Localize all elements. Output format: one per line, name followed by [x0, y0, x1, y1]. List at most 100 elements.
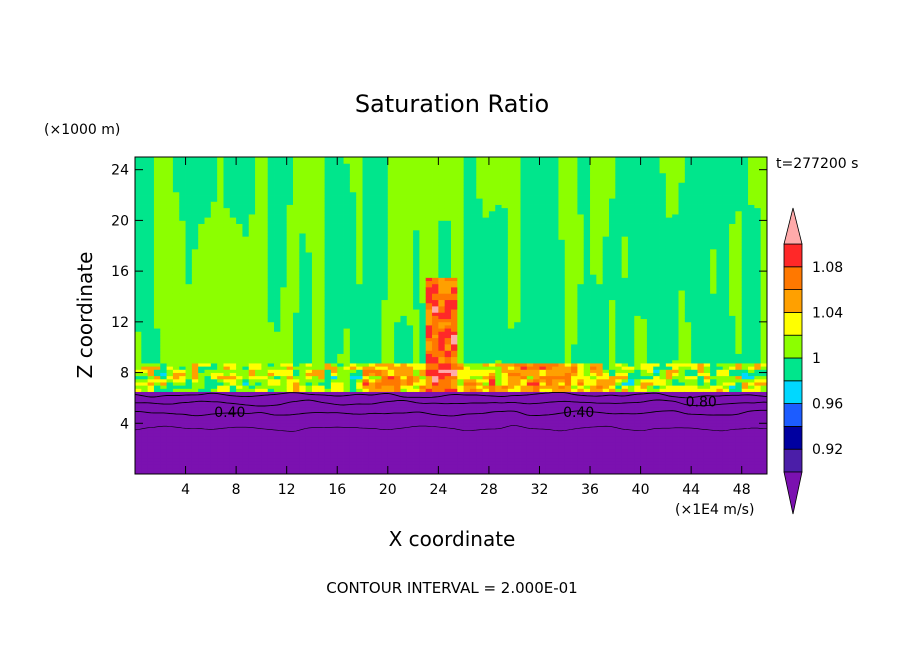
field-cell [299, 195, 307, 199]
field-cell [160, 299, 167, 304]
field-cell [217, 435, 224, 440]
field-cell [432, 169, 439, 174]
field-cell [135, 445, 142, 450]
field-cell [261, 261, 269, 266]
field-cell [375, 274, 382, 278]
field-cell [299, 286, 307, 291]
field-cell [267, 309, 275, 313]
field-cell [299, 432, 307, 437]
field-cell [172, 318, 180, 323]
field-cell [400, 416, 408, 421]
field-cell [293, 426, 300, 431]
field-cell [293, 413, 300, 418]
field-cell [280, 382, 288, 386]
field-cell [299, 385, 307, 389]
field-cell [261, 195, 269, 199]
field-cell [217, 157, 224, 161]
field-cell [147, 458, 155, 462]
field-cell [191, 432, 199, 437]
field-cell [267, 179, 275, 183]
field-cell [286, 226, 294, 231]
field-cell [286, 242, 294, 247]
field-cell [280, 318, 288, 323]
field-cell [394, 309, 401, 313]
field-cell [267, 188, 275, 193]
field-cell [217, 166, 224, 171]
field-cell [236, 223, 243, 228]
field-cell [330, 286, 338, 291]
field-cell [198, 315, 205, 320]
field-cell [248, 410, 256, 415]
field-cell [375, 210, 382, 215]
field-cell [349, 451, 357, 456]
field-cell [255, 267, 262, 272]
field-cell [242, 185, 250, 190]
field-cell [425, 264, 433, 269]
field-cell [166, 223, 174, 228]
field-cell [236, 201, 243, 205]
field-cell [299, 283, 307, 288]
field-cell [242, 458, 250, 462]
field-cell [236, 277, 243, 282]
field-cell [356, 350, 363, 354]
field-cell [248, 258, 256, 263]
field-cell [274, 271, 281, 275]
field-cell [267, 210, 275, 215]
field-cell [330, 220, 338, 224]
field-cell [400, 160, 408, 164]
field-cell [293, 391, 300, 396]
field-cell [286, 271, 294, 275]
field-cell [172, 467, 180, 472]
field-cell [147, 274, 155, 278]
field-cell [311, 331, 319, 335]
field-cell [432, 325, 439, 329]
field-cell [147, 198, 155, 202]
field-cell [141, 470, 149, 475]
field-cell [248, 385, 256, 389]
field-cell [147, 347, 155, 351]
field-cell [217, 340, 224, 345]
field-cell [356, 363, 363, 367]
field-cell [198, 267, 205, 272]
field-cell [274, 454, 281, 459]
field-cell [330, 435, 338, 440]
field-cell [229, 274, 237, 278]
field-cell [172, 302, 180, 307]
field-cell [267, 286, 275, 291]
field-cell [318, 261, 325, 266]
field-cell [444, 429, 452, 434]
field-cell [217, 318, 224, 323]
field-cell [160, 245, 167, 250]
field-cell [185, 201, 193, 205]
field-cell [444, 233, 452, 237]
field-cell [343, 198, 351, 202]
field-cell [324, 223, 332, 228]
field-cell [236, 410, 243, 415]
field-cell [172, 426, 180, 431]
field-cell [324, 280, 332, 285]
field-cell [305, 347, 313, 351]
field-cell [286, 236, 294, 240]
field-cell [223, 188, 231, 193]
field-cell [438, 169, 446, 174]
field-cell [135, 344, 142, 348]
field-cell [236, 372, 243, 377]
field-cell [293, 163, 300, 167]
field-cell [210, 201, 218, 205]
field-cell [166, 334, 174, 339]
field-cell [381, 283, 389, 288]
field-cell [444, 261, 452, 266]
field-cell [204, 458, 212, 462]
field-cell [413, 309, 420, 313]
field-cell [299, 445, 307, 450]
field-cell [362, 166, 370, 171]
field-cell [166, 293, 174, 297]
field-cell [172, 391, 180, 396]
field-cell [381, 470, 389, 475]
field-cell [349, 309, 357, 313]
field-cell [400, 309, 408, 313]
field-cell [198, 229, 205, 234]
field-cell [217, 245, 224, 250]
field-cell [153, 258, 161, 263]
field-cell [135, 185, 142, 190]
